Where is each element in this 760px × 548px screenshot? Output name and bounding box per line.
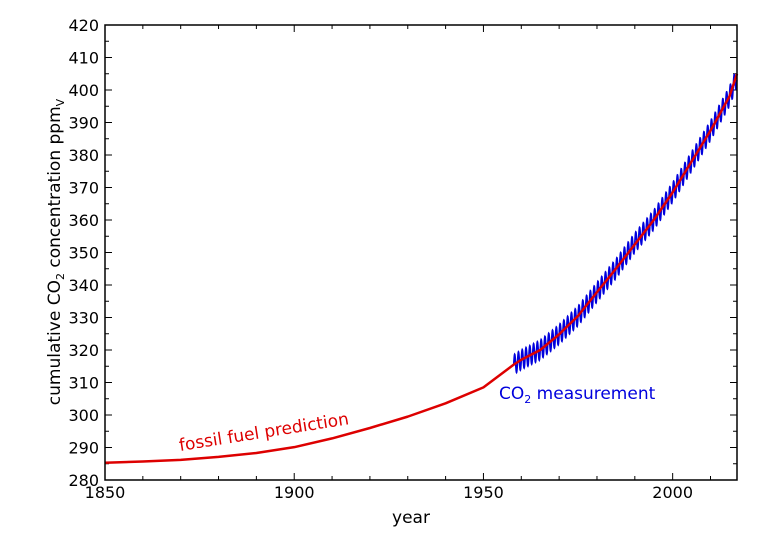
y-tick-label: 390 <box>68 114 99 133</box>
x-tick-label: 2000 <box>652 483 693 502</box>
y-tick-label: 320 <box>68 341 99 360</box>
y-tick-label: 280 <box>68 471 99 490</box>
y-axis-label-subscript: 2 <box>54 273 67 280</box>
y-tick-label: 290 <box>68 439 99 458</box>
y-tick-label: 410 <box>68 49 99 68</box>
y-tick-label: 350 <box>68 244 99 263</box>
x-tick-label: 1900 <box>274 483 315 502</box>
y-axis-label-prefix: cumulative CO <box>45 280 65 405</box>
y-tick-label: 380 <box>68 146 99 165</box>
y-tick-label: 330 <box>68 309 99 328</box>
co2-measurement-line <box>512 73 738 375</box>
x-tick-labels: 1850 1900 1950 2000 <box>85 483 693 502</box>
plot-lines <box>104 73 739 465</box>
fossil-fuel-annotation: fossil fuel prediction <box>178 409 351 456</box>
fossil-fuel-prediction-line <box>104 73 739 465</box>
y-axis-label: cumulative CO2 concentration ppmV <box>45 98 67 405</box>
co2-measurement-annotation: CO2 measurement <box>499 384 656 406</box>
y-tick-label: 310 <box>68 374 99 393</box>
y-tick-label: 300 <box>68 406 99 425</box>
co2-measurement-suffix: measurement <box>531 384 655 404</box>
y-tick-label: 420 <box>68 16 99 35</box>
y-tick-label: 370 <box>68 179 99 198</box>
y-tick-labels: 280 290 300 310 320 330 340 350 360 370 380 390 400 4… <box>68 16 99 490</box>
x-tick-label: 1950 <box>463 483 504 502</box>
y-tick-label: 360 <box>68 211 99 230</box>
co2-measurement-subscript: 2 <box>524 393 531 406</box>
y-tick-label: 340 <box>68 276 99 295</box>
x-tick-label: 1850 <box>85 483 126 502</box>
co2-measurement-prefix: CO <box>499 384 524 404</box>
y-axis-label-unit-subscript: V <box>54 98 67 106</box>
y-tick-label: 400 <box>68 81 99 100</box>
x-axis-label: year <box>392 508 430 528</box>
plot-frame <box>104 24 738 481</box>
y-axis-label-middle: concentration ppm <box>45 106 65 273</box>
